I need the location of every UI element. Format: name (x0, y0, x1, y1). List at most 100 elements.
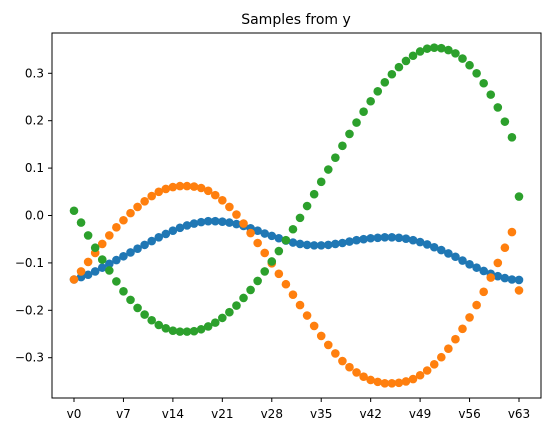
data-point (373, 377, 383, 387)
data-point (232, 301, 241, 310)
data-point (260, 248, 270, 258)
data-point (500, 273, 510, 283)
data-point (260, 229, 270, 238)
x-tick-label: v42 (359, 407, 381, 421)
data-point (83, 231, 93, 240)
data-point (97, 255, 107, 264)
data-point (83, 270, 93, 280)
data-point (239, 219, 248, 228)
data-point (486, 90, 496, 99)
data-point (232, 219, 241, 229)
data-point (161, 184, 171, 194)
data-point (112, 223, 121, 232)
data-point (493, 258, 503, 268)
data-point (472, 263, 481, 272)
data-point (147, 191, 156, 201)
data-point (458, 256, 467, 265)
data-point (105, 266, 114, 275)
chart-title: Samples from y (241, 12, 351, 28)
data-point (387, 233, 397, 242)
data-point (246, 285, 255, 295)
data-point (500, 117, 510, 126)
data-point (366, 233, 375, 243)
data-point (380, 233, 390, 242)
data-point (437, 352, 446, 362)
data-point (133, 303, 142, 313)
data-point (373, 233, 383, 243)
y-axis: −0.3 −0.2 −0.1 0.0 0.1 0.2 0.3 (15, 66, 52, 365)
data-point (338, 141, 347, 151)
data-point (309, 241, 319, 250)
data-point (182, 221, 192, 230)
data-point (189, 219, 199, 228)
data-point (316, 241, 326, 250)
x-tick-label: v7 (116, 407, 131, 421)
data-point (203, 216, 213, 226)
data-point (387, 379, 397, 388)
data-point (175, 223, 185, 233)
data-point (175, 327, 185, 336)
data-point (105, 231, 114, 240)
data-point (500, 243, 510, 253)
x-tick-label: v21 (211, 407, 233, 421)
data-point (225, 202, 234, 212)
data-point (486, 273, 496, 282)
data-point (140, 310, 149, 319)
data-point (429, 242, 439, 252)
data-point (394, 62, 404, 72)
y-tick-label: −0.1 (15, 256, 44, 270)
data-point (338, 238, 347, 248)
data-point (76, 267, 86, 276)
series-1 (69, 216, 524, 285)
data-point (429, 43, 439, 52)
data-point (246, 228, 255, 238)
data-point (161, 229, 171, 239)
data-point (507, 275, 517, 284)
data-point (189, 182, 199, 191)
data-point (274, 233, 284, 243)
data-point (316, 177, 326, 187)
data-point (422, 44, 432, 53)
data-point (415, 47, 425, 56)
data-point (352, 235, 361, 245)
data-point (69, 206, 79, 216)
data-point (465, 60, 474, 70)
data-point (161, 324, 171, 333)
data-point (422, 240, 432, 249)
data-point (493, 271, 503, 281)
data-point (140, 196, 149, 206)
data-point (345, 129, 354, 139)
data-point (394, 378, 404, 388)
data-point (465, 260, 474, 269)
data-point (281, 279, 291, 289)
data-point (429, 360, 439, 369)
data-point (218, 217, 227, 226)
data-point (458, 324, 467, 334)
data-point (126, 248, 135, 257)
data-point (345, 237, 354, 246)
data-point (295, 213, 305, 223)
data-point (267, 257, 277, 266)
data-point (119, 215, 128, 225)
data-point (295, 239, 305, 249)
data-point (239, 293, 248, 303)
x-tick-label: v49 (409, 407, 431, 421)
data-point (119, 287, 128, 296)
data-point (444, 45, 453, 55)
data-point (168, 326, 178, 335)
data-point (387, 69, 397, 79)
data-point (359, 107, 368, 116)
data-point (210, 318, 220, 327)
data-point (302, 201, 312, 211)
series-2 (69, 181, 524, 388)
data-point (97, 239, 107, 249)
data-point (458, 54, 467, 63)
data-point (253, 226, 262, 235)
x-tick-label: v63 (508, 407, 530, 421)
data-point (112, 277, 121, 286)
data-point (309, 189, 319, 199)
data-point (507, 227, 517, 237)
data-point (288, 238, 298, 247)
data-point (218, 313, 227, 323)
